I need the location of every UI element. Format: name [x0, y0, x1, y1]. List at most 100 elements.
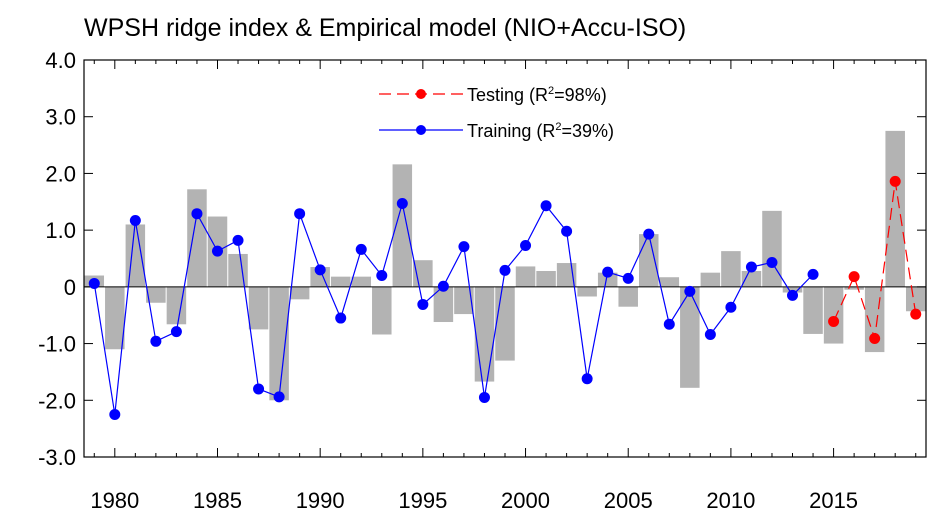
bar-1987 — [248, 286, 269, 330]
x-tick-label: 1985 — [193, 488, 242, 513]
legend-testing-entry: Testing (R2=98%) — [379, 85, 607, 105]
x-tick-label: 2000 — [501, 488, 550, 513]
testing-point-2017 — [869, 332, 881, 344]
bar-1989 — [289, 286, 310, 300]
x-tick-label: 1990 — [296, 488, 345, 513]
bar-2018 — [885, 130, 905, 287]
training-point-1993 — [376, 270, 388, 282]
testing-point-2016 — [848, 271, 860, 283]
training-point-1999 — [499, 264, 511, 276]
training-point-1991 — [335, 312, 347, 324]
bar-2006 — [639, 234, 659, 287]
training-point-2005 — [622, 272, 634, 284]
training-point-2013 — [787, 289, 799, 301]
bar-1992 — [351, 276, 371, 287]
y-tick-label: 4.0 — [45, 48, 76, 73]
training-point-1985 — [211, 245, 223, 257]
x-tick-label: 1995 — [398, 488, 447, 513]
training-point-2011 — [745, 261, 757, 273]
bar-2005 — [618, 286, 638, 307]
x-tick-label: 2005 — [604, 488, 653, 513]
legend-training-label: Training (R2=39%) — [467, 121, 614, 141]
observed-bars — [84, 130, 926, 401]
y-tick-label: -2.0 — [38, 388, 76, 413]
y-tick-label: 3.0 — [45, 105, 76, 130]
bar-1988 — [269, 286, 289, 401]
bar-2003 — [577, 286, 597, 297]
training-point-1998 — [478, 391, 490, 403]
bar-1999 — [495, 286, 515, 361]
bar-2008 — [680, 286, 700, 388]
training-point-2006 — [643, 228, 655, 240]
bar-1981 — [125, 224, 146, 287]
bar-2004 — [597, 272, 618, 287]
legend-testing-marker — [416, 89, 426, 99]
bar-2010 — [721, 251, 741, 287]
training-point-2002 — [561, 225, 573, 237]
training-point-2008 — [684, 285, 696, 297]
training-point-1997 — [458, 241, 470, 253]
legend: Testing (R2=98%) Training (R2=39%) — [379, 85, 614, 141]
y-tick-label: 1.0 — [45, 218, 76, 243]
training-line — [93, 203, 814, 415]
training-point-1983 — [170, 326, 182, 338]
x-tick-label: 1980 — [90, 488, 139, 513]
training-point-1994 — [396, 197, 408, 209]
x-tick-label: 2010 — [706, 488, 755, 513]
training-point-2012 — [766, 256, 778, 268]
training-point-2014 — [807, 268, 819, 280]
bar-2019 — [905, 286, 926, 312]
bar-1982 — [146, 286, 166, 303]
bar-1996 — [433, 286, 454, 323]
bar-2012 — [762, 210, 782, 287]
bar-1993 — [372, 286, 392, 335]
bar-1998 — [474, 286, 495, 382]
bar-2000 — [515, 266, 536, 287]
bar-2011 — [741, 270, 762, 287]
training-point-2003 — [581, 373, 593, 385]
bar-2016 — [844, 286, 864, 290]
testing-point-2018 — [889, 175, 901, 187]
axes: -3.0 -2.0 -1.0 0 1.0 2.0 3.0 4.0 1980 1985 1990 199… — [38, 48, 927, 513]
legend-training-marker — [416, 125, 426, 135]
testing-point-2019 — [910, 308, 922, 320]
y-tick-label: 2.0 — [45, 161, 76, 186]
training-point-1988 — [273, 391, 285, 403]
training-point-1990 — [314, 264, 326, 276]
bar-1991 — [330, 276, 351, 287]
training-point-1986 — [232, 234, 244, 246]
bar-1986 — [228, 253, 248, 287]
training-point-2000 — [520, 239, 532, 251]
training-point-1996 — [437, 280, 449, 292]
training-point-1995 — [417, 298, 429, 310]
y-tick-label: 0 — [64, 275, 76, 300]
bar-1984 — [187, 189, 207, 287]
bar-2014 — [803, 286, 823, 334]
training-point-1981 — [129, 215, 141, 226]
chart-title: WPSH ridge index & Empirical model (NIO+… — [84, 14, 687, 42]
training-point-2010 — [725, 301, 737, 313]
bar-1983 — [166, 286, 187, 325]
training-point-2009 — [704, 329, 716, 340]
bar-2001 — [536, 270, 556, 287]
bar-2009 — [700, 272, 721, 287]
legend-testing-label: Testing (R2=98%) — [467, 85, 607, 105]
training-point-1982 — [150, 335, 162, 347]
training-point-1992 — [355, 243, 367, 255]
model-series — [88, 175, 922, 420]
bar-2013 — [782, 286, 803, 293]
bar-2015 — [823, 286, 844, 344]
training-point-2004 — [602, 266, 614, 278]
legend-training-entry: Training (R2=39%) — [379, 121, 614, 141]
x-tick-label: 2015 — [809, 488, 858, 513]
training-point-1980 — [109, 408, 121, 420]
y-tick-label: -3.0 — [38, 445, 76, 470]
bar-2007 — [659, 277, 680, 287]
bar-1997 — [454, 286, 474, 315]
y-tick-label: -1.0 — [38, 332, 76, 357]
training-point-1979 — [88, 277, 100, 289]
bar-1994 — [392, 164, 413, 287]
training-point-2001 — [540, 200, 552, 212]
testing-point-2015 — [828, 315, 840, 327]
